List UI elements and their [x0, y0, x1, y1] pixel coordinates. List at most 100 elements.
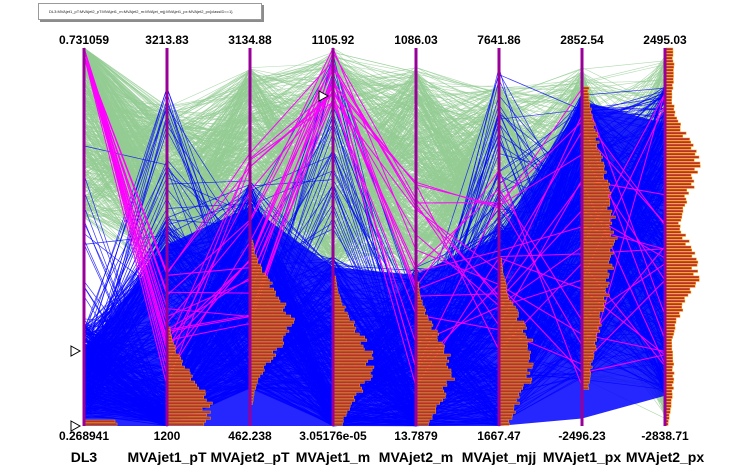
- histogram-bin: [582, 332, 597, 336]
- histogram-bin: [665, 290, 692, 294]
- histogram-bin: [665, 272, 694, 276]
- histogram-bin: [250, 272, 266, 276]
- histogram-bin: [499, 326, 527, 330]
- histogram-bin: [250, 305, 285, 309]
- highlight-line: [83, 55, 666, 353]
- histogram-bin: [665, 86, 674, 90]
- histogram-bin: [333, 308, 345, 312]
- histogram-bin: [167, 422, 205, 426]
- histogram-bin: [333, 350, 374, 354]
- range-markers[interactable]: [70, 90, 330, 432]
- histogram-bin: [167, 416, 211, 420]
- histogram-bin: [582, 287, 606, 291]
- histogram-bin: [167, 359, 183, 363]
- histogram-bin: [250, 290, 276, 294]
- histogram-bin: [333, 335, 365, 339]
- histogram-bin: [582, 341, 596, 345]
- histogram-bin: [416, 323, 434, 327]
- histogram-bin: [499, 416, 513, 420]
- histogram-bin: [665, 374, 673, 378]
- histogram-bin: [665, 236, 683, 240]
- histogram-bin: [499, 335, 527, 339]
- histogram-bin: [250, 326, 287, 330]
- histogram-bin: [167, 404, 210, 408]
- histogram-bin: [582, 194, 609, 198]
- histogram-bin: [665, 314, 681, 318]
- histogram-bin: [582, 266, 614, 270]
- histogram-bin: [416, 410, 437, 414]
- histogram-bin: [250, 374, 261, 378]
- axis-max-label: 7641.86: [477, 33, 521, 47]
- histogram-bin: [665, 158, 695, 162]
- histogram-bin: [167, 383, 197, 387]
- histogram-bin: [582, 86, 590, 90]
- histogram-bin: [250, 344, 283, 348]
- histogram-bin: [499, 311, 519, 315]
- histogram-bin: [665, 47, 674, 51]
- selected-line: [83, 221, 666, 381]
- histogram-bin: [582, 302, 604, 306]
- histogram-bin: [665, 212, 683, 216]
- histogram-bin: [665, 302, 683, 306]
- histogram-bin: [582, 305, 605, 309]
- histogram-bin: [499, 359, 529, 363]
- histogram-bin: [499, 278, 506, 282]
- histogram-bin: [416, 308, 426, 312]
- histogram-bin: [250, 329, 290, 333]
- histogram-bin: [582, 383, 589, 387]
- highlight-lines: [83, 46, 666, 389]
- histogram-bin: [499, 341, 528, 345]
- axis-min-label: 13.7879: [394, 429, 438, 443]
- histogram-bin: [250, 359, 271, 363]
- highlight-line: [83, 47, 666, 374]
- range-marker: [70, 420, 82, 432]
- histogram-bin: [582, 359, 593, 363]
- selected-line: [83, 132, 666, 383]
- histogram-bin: [499, 395, 520, 399]
- histogram-bin: [665, 155, 700, 159]
- histogram-bin: [416, 404, 437, 408]
- histogram-bin: [416, 359, 450, 363]
- histogram-bin: [333, 371, 371, 375]
- histogram-bin: [665, 200, 688, 204]
- histogram-bin: [333, 395, 355, 399]
- selected-line: [83, 233, 666, 389]
- axis-max-label: 2495.03: [643, 33, 687, 47]
- background-line: [83, 64, 666, 364]
- histogram-bin: [416, 422, 429, 426]
- histogram-bin: [250, 338, 283, 342]
- histogram-bin: [84, 419, 116, 423]
- selected-line: [83, 152, 666, 427]
- axis-min-label: 1200: [154, 429, 181, 443]
- histogram-bin: [416, 302, 423, 306]
- selected-line: [83, 92, 666, 417]
- histogram-bin: [665, 389, 673, 393]
- axis-max-label: 2852.54: [560, 33, 604, 47]
- histogram-bin: [499, 377, 533, 381]
- histogram-bin: [499, 362, 534, 366]
- histogram-bin: [582, 95, 590, 99]
- histogram-bin: [416, 371, 452, 375]
- histogram-bin: [665, 203, 686, 207]
- histogram-bin: [665, 215, 683, 219]
- histogram-bin: [416, 416, 433, 420]
- histogram-bin: [250, 284, 270, 288]
- histogram-bin: [665, 164, 701, 168]
- histogram-bin: [499, 308, 518, 312]
- histogram-bin: [333, 323, 354, 327]
- histogram-bin: [416, 377, 455, 381]
- histogram-bin: [665, 335, 673, 339]
- histogram-bin: [582, 176, 604, 180]
- histogram-bin: [582, 215, 616, 219]
- histogram-bin: [333, 374, 373, 378]
- selected-line: [83, 164, 666, 382]
- histogram-bin: [167, 389, 206, 393]
- histogram-bin: [416, 353, 451, 357]
- chart-title: DL3:MVAjet1_pT:MVAjet2_pT:MVAjet1_m:MVAj…: [49, 9, 233, 14]
- histogram-bin: [582, 113, 593, 117]
- axis-name: MVAjet1_px: [543, 449, 622, 465]
- histogram-bin: [582, 254, 611, 258]
- histogram-bin: [167, 386, 200, 390]
- histogram-bin: [416, 350, 445, 354]
